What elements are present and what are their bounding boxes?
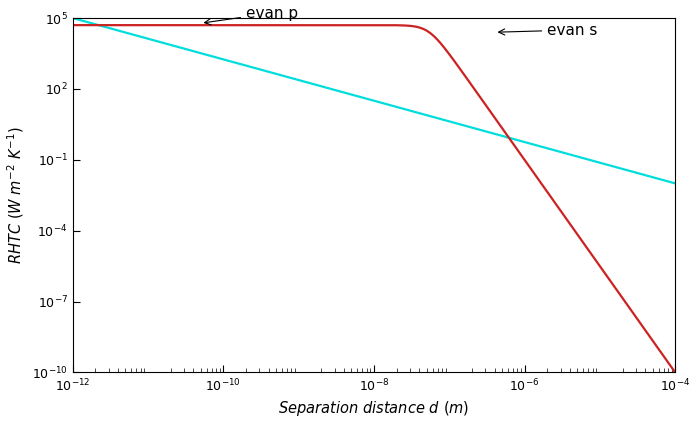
Text: evan p: evan p xyxy=(205,6,298,25)
Text: evan s: evan s xyxy=(498,22,598,38)
Y-axis label: $\mathit{RHTC}\ (W\ m^{-2}\ K^{-1})$: $\mathit{RHTC}\ (W\ m^{-2}\ K^{-1})$ xyxy=(6,126,26,264)
X-axis label: $\mathit{Separation\ distance}\ d\ \mathit{(m)}$: $\mathit{Separation\ distance}\ d\ \math… xyxy=(278,399,470,418)
